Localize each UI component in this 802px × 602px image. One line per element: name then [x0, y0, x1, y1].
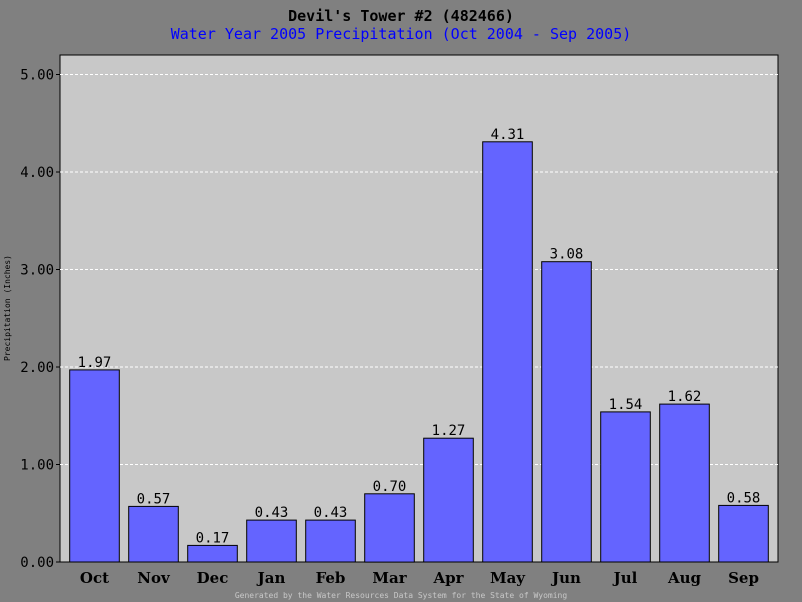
y-tick-label: 5.00	[20, 68, 54, 84]
y-tick-label: 2.00	[20, 360, 54, 376]
y-tick-label: 3.00	[20, 263, 54, 279]
y-axis: 0.00 1.00 2.00 3.00 4.00 5.00	[20, 68, 60, 571]
y-axis-label: Precipitation (Inches)	[3, 255, 12, 361]
chart-title: Devil's Tower #2 (482466)	[288, 7, 514, 25]
bar-oct	[69, 369, 120, 563]
data-label-jul: 1.54	[609, 397, 643, 413]
x-tick-label-sep: Sep	[728, 569, 759, 587]
data-label-jun: 3.08	[550, 247, 584, 263]
data-label-aug: 1.62	[668, 389, 702, 405]
chart-subtitle: Water Year 2005 Precipitation (Oct 2004 …	[171, 25, 632, 43]
bar-nov	[128, 505, 179, 563]
bar-dec	[187, 544, 238, 563]
x-tick-label-oct: Oct	[80, 569, 109, 587]
bar-jun	[541, 261, 592, 563]
x-tick-label-feb: Feb	[316, 569, 346, 587]
x-tick-label-dec: Dec	[197, 569, 229, 587]
data-label-oct: 1.97	[78, 355, 112, 371]
y-tick-label: 4.00	[20, 165, 54, 181]
x-tick-label-mar: Mar	[372, 569, 407, 587]
data-label-dec: 0.17	[196, 530, 230, 546]
x-tick-label-may: May	[490, 569, 526, 587]
x-axis: Oct Nov Dec Jan Feb Mar Apr May Jun Jul Aug Sep	[80, 569, 759, 587]
y-tick-label: 0.00	[20, 555, 54, 571]
bar-aug	[659, 403, 710, 563]
data-labels: 1.97 0.57 0.17 0.43 0.43 0.70 1.27 4.31 3.08 1.54…	[78, 127, 761, 547]
data-label-may: 4.31	[491, 127, 525, 143]
bar-may	[482, 141, 533, 563]
y-tick-label: 1.00	[20, 458, 54, 474]
footer-credit: Generated by the Water Resources Data Sy…	[235, 591, 568, 600]
data-label-mar: 0.70	[373, 479, 407, 495]
bar-jul	[600, 411, 651, 563]
data-label-apr: 1.27	[432, 423, 466, 439]
data-label-nov: 0.57	[137, 491, 171, 507]
data-label-feb: 0.43	[314, 505, 348, 521]
data-label-jan: 0.43	[255, 505, 289, 521]
bars	[69, 141, 769, 563]
bar-jan	[246, 519, 297, 563]
bar-apr	[423, 437, 474, 563]
x-tick-label-jul: Jul	[612, 569, 638, 587]
x-tick-label-aug: Aug	[667, 569, 702, 587]
x-tick-label-apr: Apr	[432, 569, 464, 587]
bar-feb	[305, 519, 356, 563]
bar-mar	[364, 493, 415, 563]
x-tick-label-jan: Jan	[256, 569, 286, 587]
plot-area	[59, 54, 779, 563]
x-tick-label-jun: Jun	[550, 569, 581, 587]
x-tick-label-nov: Nov	[137, 569, 171, 587]
bar-sep	[718, 504, 769, 563]
data-label-sep: 0.58	[727, 490, 761, 506]
